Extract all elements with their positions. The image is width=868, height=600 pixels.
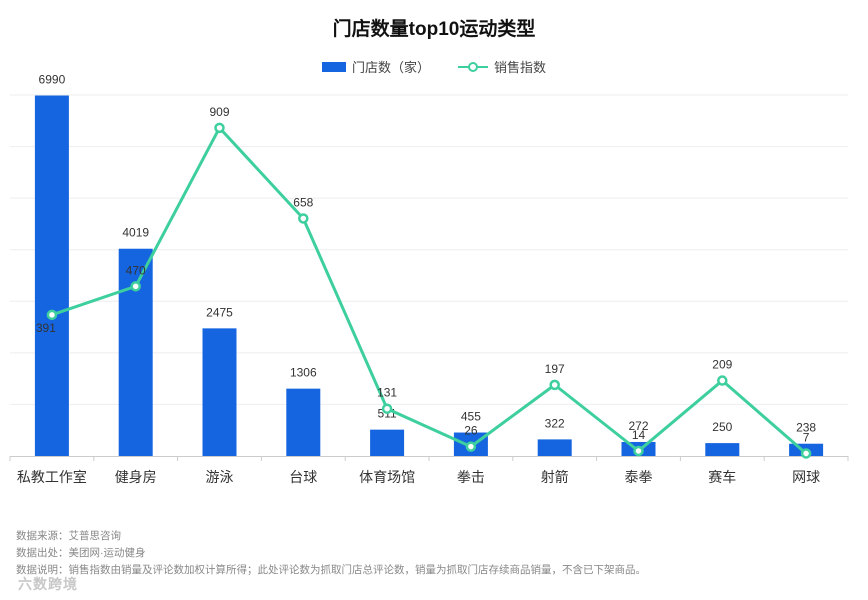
- bar: [202, 328, 237, 456]
- line-value-label: 14: [632, 428, 646, 442]
- combo-chart: 6990401924751306511455322272250238391470…: [9, 73, 849, 485]
- line-point: [717, 375, 728, 386]
- line-value-label: 131: [377, 386, 397, 400]
- chart-title: 门店数量top10运动类型: [332, 19, 536, 40]
- line-value-label: 658: [293, 195, 313, 209]
- footnote-origin: 数据出处：美团网·运动健身: [16, 547, 146, 559]
- watermark-text: 六数跨境: [18, 576, 78, 592]
- series-line: [51, 126, 808, 455]
- chart-legend: 门店数（家） 销售指数: [0, 57, 868, 76]
- bar-value-label: 272: [628, 419, 648, 433]
- x-tick-label: 游泳: [206, 469, 234, 485]
- line-point: [633, 445, 644, 457]
- line-value-label: 209: [712, 358, 732, 372]
- line-value-label: 391: [36, 321, 56, 335]
- bar-value-label: 250: [712, 420, 732, 434]
- line-point: [130, 281, 141, 292]
- footnotes: 数据来源：艾普思咨询 数据出处：美团网·运动健身 数据说明：销售指数由销量及评论…: [16, 528, 646, 579]
- legend-bar-label: 门店数（家）: [351, 60, 430, 75]
- footnote-note: 数据说明：销售指数由销量及评论数加权计算所得；此处评论数为抓取门店总评论数，销量…: [16, 564, 646, 576]
- x-tick-label: 台球: [289, 469, 317, 485]
- bar-value-label: 2475: [206, 305, 233, 319]
- bar: [286, 388, 321, 456]
- line-point: [549, 379, 560, 391]
- legend-bar-swatch: [321, 61, 346, 72]
- legend-line-label: 销售指数: [494, 60, 547, 75]
- line-point: [46, 309, 58, 321]
- line-value-label: 7: [803, 430, 810, 444]
- x-tick-label: 射箭: [541, 469, 569, 485]
- bar-value-label: 6990: [39, 73, 66, 87]
- line-value-label: 909: [209, 105, 229, 119]
- bar: [34, 95, 69, 456]
- bar: [118, 248, 153, 456]
- legend-item-line[interactable]: 销售指数: [458, 57, 546, 76]
- bar-value-label: 455: [461, 410, 481, 424]
- bar-value-label: 238: [796, 421, 816, 435]
- bar-value-label: 1306: [290, 366, 317, 380]
- legend-line-swatch: [458, 61, 488, 73]
- line-point: [465, 441, 477, 452]
- x-tick-label: 网球: [792, 469, 820, 485]
- line-point: [381, 403, 393, 414]
- bar-value-label: 322: [545, 416, 565, 430]
- bar: [370, 429, 405, 456]
- line-point: [214, 122, 225, 134]
- legend-item-bar[interactable]: 门店数（家）: [321, 57, 430, 76]
- x-tick-label: 拳击: [457, 469, 485, 485]
- footnote-source: 数据来源：艾普思咨询: [16, 530, 121, 542]
- line-value-label: 197: [545, 362, 565, 376]
- x-tick-label: 体育场馆: [359, 469, 415, 485]
- x-tick-label: 泰拳: [625, 469, 653, 485]
- bar: [705, 443, 740, 456]
- line-value-label: 470: [126, 263, 146, 277]
- line-point: [298, 213, 309, 224]
- x-tick-label: 赛车: [708, 469, 736, 485]
- x-tick-label: 健身房: [115, 469, 157, 485]
- line-point: [800, 448, 812, 459]
- bar-value-label: 4019: [122, 226, 149, 240]
- bar: [537, 439, 572, 456]
- x-tick-label: 私教工作室: [17, 469, 87, 485]
- line-value-label: 26: [464, 424, 478, 438]
